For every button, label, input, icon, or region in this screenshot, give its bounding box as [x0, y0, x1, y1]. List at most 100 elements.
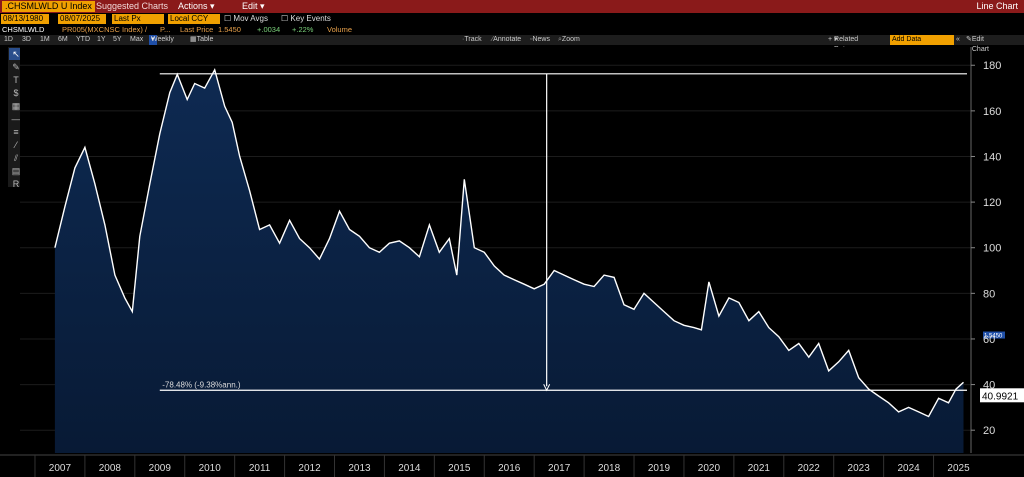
- ticker-field[interactable]: .CHSMLWLD U Index: [2, 1, 95, 12]
- zoom-label: Zoom: [561, 36, 580, 43]
- actions-menu[interactable]: Actions ▾: [178, 1, 215, 11]
- period-1m[interactable]: 1M: [40, 36, 50, 43]
- price-field-select[interactable]: Last Px: [112, 14, 164, 24]
- legend-row: High on 01/15/10 176.2391: [30, 62, 114, 69]
- fib-tool-icon[interactable]: ≡: [13, 127, 19, 137]
- series-p: P...: [160, 25, 171, 34]
- plot-background: [20, 47, 971, 453]
- news-label: News: [532, 36, 550, 43]
- legend-label: Last Price: [34, 55, 60, 61]
- edit-label: Edit: [242, 1, 258, 11]
- period-6m[interactable]: 6M: [58, 36, 68, 43]
- x-tick-label: 2012: [298, 463, 321, 474]
- series-sub: PR005(MXCNSC Index) /: [62, 25, 148, 34]
- cursor-tool-icon[interactable]: ↖: [9, 48, 23, 60]
- legend-label: Average: [33, 69, 54, 75]
- currency-select[interactable]: Local CCY: [168, 14, 220, 24]
- end-date-field[interactable]: 08/07/2025: [58, 14, 106, 24]
- track-tool[interactable]: · Track: [462, 36, 482, 43]
- add-data-field[interactable]: Add Data: [890, 35, 954, 45]
- legend-title: Normalized As Of 06/01/2007: [30, 48, 102, 54]
- legend-label: High on 01/15/10: [33, 62, 75, 68]
- secondary-value-label: 1.5450: [984, 334, 1003, 340]
- x-tick-label: 2015: [448, 463, 471, 474]
- news-tool[interactable]: ▫ News: [530, 36, 550, 43]
- x-tick-label: 2016: [498, 463, 521, 474]
- x-tick-label: 2019: [648, 463, 671, 474]
- hline-tool-icon[interactable]: —: [11, 114, 21, 124]
- drawing-toolbar: ↖ ✎ T $ ▦ — ≡ ⁄ ⫽ ▤ R: [8, 47, 24, 189]
- key-events-label: Key Events: [290, 14, 331, 23]
- secondary-value-box: [983, 331, 1005, 339]
- x-tick-label: 2014: [398, 463, 421, 474]
- x-tick-label: 2009: [149, 463, 172, 474]
- x-tick-label: 2011: [249, 463, 271, 474]
- edit-chart-label: Edit Chart: [971, 36, 989, 53]
- channel-tool-icon[interactable]: ⫽: [13, 153, 18, 163]
- legend-value: 90.3552: [94, 69, 114, 75]
- x-tick-label: 2020: [698, 463, 721, 474]
- table-button[interactable]: ▦ Table: [190, 36, 214, 43]
- y-tick-label: 140: [983, 151, 1001, 163]
- period-max[interactable]: Max: [130, 36, 144, 43]
- y-tick-label: 180: [983, 60, 1001, 72]
- x-tick-label: 2008: [99, 463, 122, 474]
- legend-label: Low on 09/13/24: [33, 76, 74, 82]
- actions-label: Actions: [178, 1, 208, 11]
- period-5y[interactable]: 5Y: [113, 36, 122, 43]
- reference-lines: -78.48% (-9.38%ann.) 40.9921 1.5450: [159, 73, 1024, 403]
- window-title: Line Chart: [976, 1, 1018, 11]
- edit-menu[interactable]: Edit ▾: [242, 1, 265, 11]
- period-1y[interactable]: 1Y: [97, 36, 106, 43]
- series-name: CHSMLWLD: [2, 25, 45, 34]
- change-pct-value: +.22%: [292, 25, 314, 34]
- last-price-value: 1.5450: [218, 25, 241, 34]
- pencil-tool-icon[interactable]: ✎: [12, 62, 20, 72]
- last-price-label: Last Price: [180, 25, 214, 34]
- period-ytd[interactable]: YTD: [76, 36, 90, 43]
- frequency-select[interactable]: Weekly ▾: [149, 35, 174, 45]
- x-tick-label: 2021: [748, 463, 771, 474]
- change-arrow-head: [543, 384, 551, 392]
- x-tick-label: 2024: [897, 463, 920, 474]
- last-value-box: [980, 388, 1024, 403]
- change-annotation: -78.48% (-9.38%ann.): [162, 380, 241, 389]
- trend-tool-icon[interactable]: ⁄: [15, 140, 17, 150]
- start-date-field[interactable]: 08/13/1980: [1, 14, 49, 24]
- period-bar: 1D 3D 1M 6M YTD 1Y 5Y Max Weekly ▾ ▦ Tab…: [0, 35, 1024, 53]
- legend-row: ■ Last Price 40.9921: [30, 55, 114, 61]
- grid-tool-icon[interactable]: ▦: [11, 101, 21, 111]
- y-tick-label: 20: [983, 425, 995, 437]
- y-tick-label: 100: [983, 243, 1001, 255]
- x-axis: 2007 2008 2009 2010 2011 2012 2013 2014 2015 2016…: [0, 454, 1024, 477]
- x-tick-label: 2025: [947, 463, 970, 474]
- related-data-button[interactable]: + Related Data ▾: [828, 36, 859, 53]
- annotate-label: Annotate: [493, 36, 522, 43]
- x-tick-label: 2018: [598, 463, 621, 474]
- x-tick-label: 2017: [548, 463, 571, 474]
- dollar-tool-icon[interactable]: $: [13, 88, 19, 98]
- text-tool-icon[interactable]: T: [13, 75, 19, 85]
- series-area: [54, 69, 964, 454]
- suggested-charts-button[interactable]: Suggested Charts: [96, 1, 168, 12]
- legend-value: 40.9921: [94, 55, 114, 61]
- table-label: Table: [196, 36, 214, 43]
- y-tick-label: 60: [983, 334, 995, 346]
- r-tool-icon[interactable]: R: [12, 179, 20, 189]
- key-events-toggle[interactable]: ☐ Key Events: [281, 14, 331, 23]
- ruler-tool-icon[interactable]: ▤: [11, 166, 21, 176]
- edit-chart-button[interactable]: ✎ Edit Chart: [966, 36, 989, 53]
- zoom-tool[interactable]: ⌕ Zoom: [558, 36, 580, 43]
- last-value-label: 40.9921: [982, 391, 1019, 402]
- period-1d[interactable]: 1D: [4, 36, 13, 43]
- annotate-tool[interactable]: ⁄ Annotate: [492, 36, 522, 43]
- collapse-arrow[interactable]: «: [956, 36, 960, 43]
- x-tick-label: 2013: [348, 463, 371, 474]
- chart-settings-bar: 08/13/1980 08/07/2025 Last Px Local CCY …: [0, 13, 1024, 25]
- x-tick-label: 2022: [798, 463, 821, 474]
- track-label: Track: [464, 36, 482, 43]
- grid-lines: [20, 47, 971, 453]
- period-3d[interactable]: 3D: [22, 36, 31, 43]
- mov-avgs-toggle[interactable]: ☐ Mov Avgs: [224, 14, 268, 23]
